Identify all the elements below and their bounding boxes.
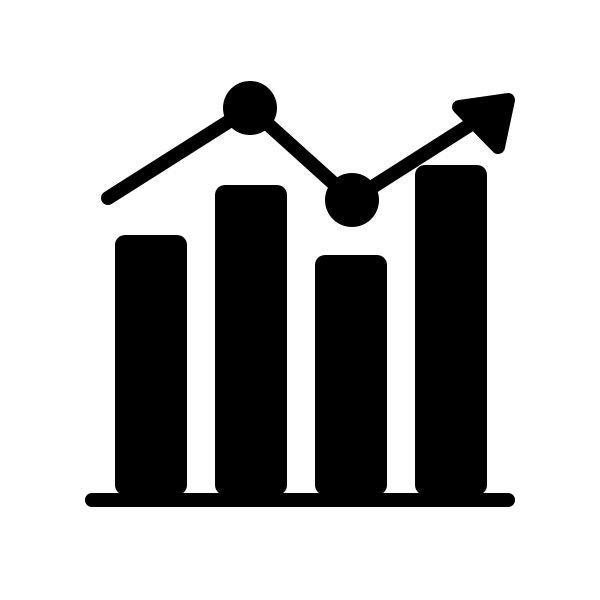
baseline (85, 493, 515, 507)
bar-4 (415, 165, 487, 495)
bar-2 (215, 185, 287, 495)
trend-marker-1 (223, 81, 277, 135)
growth-chart-icon (0, 0, 600, 600)
bar-3 (315, 255, 387, 495)
trend-arrowhead (459, 100, 508, 147)
bar-1 (115, 235, 187, 495)
trend-marker-2 (325, 173, 379, 227)
